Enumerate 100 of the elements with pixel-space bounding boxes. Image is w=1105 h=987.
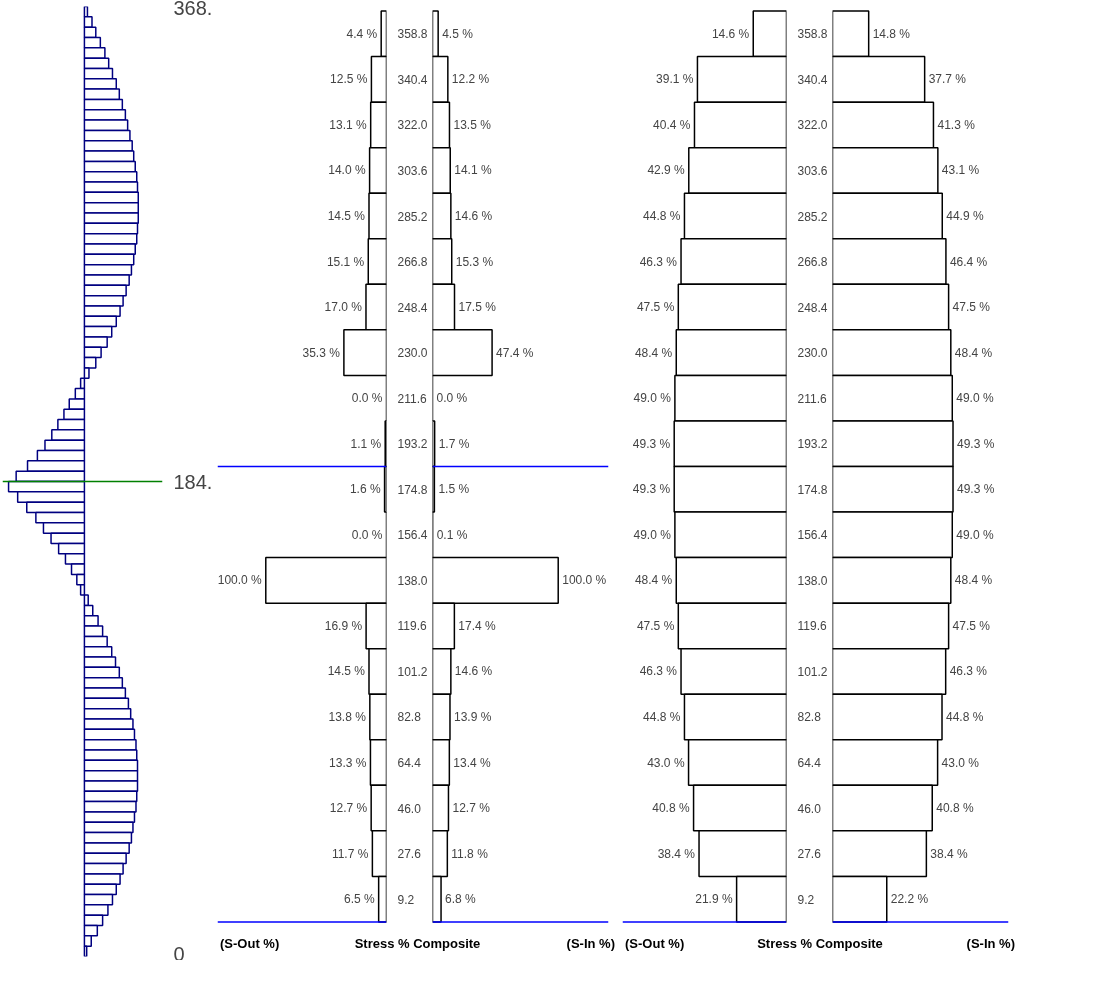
data-label: 35.3 % — [302, 345, 341, 360]
data-label: 49.3 % — [632, 482, 671, 497]
data-label: 13.4 % — [453, 755, 492, 770]
y-tick-label: 64.4 — [797, 756, 822, 771]
data-label: 1.5 % — [438, 482, 470, 497]
y-tick-label: 340.4 — [797, 72, 828, 87]
y-tick-label: 0 — [173, 942, 185, 965]
data-label: 44.8 % — [643, 209, 681, 223]
data-label: 49.3 % — [957, 482, 995, 497]
data-label: 14.1 % — [454, 163, 492, 178]
data-label: 43.0 % — [941, 755, 980, 770]
y-tick-label: 184. — [173, 470, 213, 493]
y-tick-label: 340.4 — [397, 72, 428, 87]
data-label: 15.1 % — [326, 254, 365, 269]
data-label: 40.8 % — [652, 801, 690, 816]
y-tick-label: 82.8 — [397, 710, 422, 725]
data-label: 43.1 % — [941, 163, 980, 178]
data-label: 49.0 % — [956, 527, 994, 542]
data-label: 14.5 % — [327, 664, 366, 679]
data-label: 14.6 % — [454, 664, 493, 679]
data-label: 46.4 % — [949, 254, 988, 269]
data-label: 0.0 % — [351, 391, 383, 406]
data-label: 14.5 % — [327, 209, 366, 223]
y-tick-label: 9.2 — [397, 892, 415, 907]
data-label: 21.9 % — [695, 892, 733, 907]
data-label: 44.8 % — [946, 710, 984, 724]
x-axis-title: (S-Out %) — [220, 935, 280, 953]
data-label: 47.5 % — [952, 618, 991, 633]
data-label: 49.3 % — [957, 436, 995, 451]
y-tick-label: 322.0 — [797, 118, 828, 133]
y-tick-label: 46.0 — [797, 801, 822, 816]
data-label: 14.6 % — [711, 26, 750, 41]
y-tick-label: 285.2 — [797, 209, 828, 224]
data-label: 14.0 % — [328, 163, 366, 178]
data-label: 13.3 % — [329, 755, 367, 770]
y-tick-label: 368. — [173, 0, 213, 19]
y-tick-label: 193.2 — [397, 437, 428, 452]
data-label: 38.4 % — [657, 846, 696, 861]
data-label: 13.9 % — [453, 710, 492, 724]
x-axis-title: (S-Out %) — [625, 935, 685, 953]
data-label: 11.8 % — [451, 846, 489, 861]
y-tick-label: 322.0 — [397, 118, 428, 133]
data-label: 0.0 % — [351, 527, 383, 542]
data-label: 1.1 % — [350, 436, 382, 451]
data-label: 46.3 % — [639, 664, 678, 679]
data-label: 42.9 % — [647, 163, 686, 178]
y-tick-label: 303.6 — [797, 163, 828, 178]
data-label: 14.8 % — [872, 26, 911, 41]
y-tick-label: 82.8 — [797, 710, 822, 725]
data-label: 1.6 % — [349, 482, 381, 497]
data-label: 48.4 % — [954, 573, 993, 588]
y-tick-label: 119.6 — [797, 619, 827, 634]
y-tick-label: 64.4 — [397, 756, 422, 771]
text: Stress % Composite — [757, 935, 883, 953]
y-tick-label: 138.0 — [397, 573, 428, 588]
data-label: 100.0 % — [562, 573, 607, 588]
data-label: 12.5 % — [330, 72, 368, 87]
y-tick-label: 266.8 — [797, 255, 828, 270]
y-tick-label: 174.8 — [797, 482, 828, 497]
data-label: 47.5 % — [636, 618, 675, 633]
y-tick-label: 248.4 — [797, 300, 828, 315]
data-label: 38.4 % — [930, 846, 969, 861]
data-label: 49.0 % — [633, 527, 672, 542]
data-label: 12.7 % — [329, 801, 368, 816]
x-axis-title: (S-In %) — [566, 935, 615, 953]
y-tick-label: 266.8 — [397, 255, 428, 270]
y-tick-label: 285.2 — [397, 209, 428, 224]
x-axis-title: (S-In %) — [966, 935, 1015, 953]
text: Stress % Composite — [354, 935, 481, 953]
data-label: 43.0 % — [647, 755, 685, 770]
y-tick-label: 193.2 — [797, 437, 828, 452]
y-tick-label: 303.6 — [397, 163, 428, 178]
y-tick-label: 101.2 — [397, 664, 428, 679]
data-label: 49.3 % — [632, 436, 671, 451]
data-label: 49.0 % — [956, 391, 994, 406]
data-label: 11.7 % — [331, 846, 369, 861]
data-label: 17.0 % — [324, 300, 363, 315]
data-label: 17.4 % — [458, 618, 497, 633]
data-label: 100.0 % — [217, 573, 263, 588]
data-label: 49.0 % — [633, 391, 672, 406]
data-label: 22.2 % — [890, 892, 929, 907]
data-label: 39.1 % — [656, 72, 694, 87]
data-label: 4.4 % — [346, 26, 378, 41]
data-label: 48.4 % — [634, 345, 673, 360]
data-label: 14.6 % — [454, 209, 493, 223]
y-tick-label: 27.6 — [397, 847, 422, 862]
y-tick-label: 211.6 — [797, 391, 827, 406]
y-tick-label: 230.0 — [397, 346, 428, 361]
data-label: 46.3 % — [639, 254, 678, 269]
data-label: 44.8 % — [643, 710, 681, 724]
data-label: 40.8 % — [936, 801, 974, 816]
y-tick-label: 119.6 — [397, 619, 427, 634]
data-label: 13.8 % — [328, 710, 367, 724]
data-label: 41.3 % — [937, 117, 976, 132]
data-label: 13.5 % — [453, 117, 492, 132]
y-tick-label: 156.4 — [397, 528, 428, 543]
data-label: 1.7 % — [438, 436, 470, 451]
data-label: 12.2 % — [451, 72, 490, 87]
y-tick-label: 230.0 — [797, 346, 828, 361]
data-label: 12.7 % — [452, 801, 491, 816]
